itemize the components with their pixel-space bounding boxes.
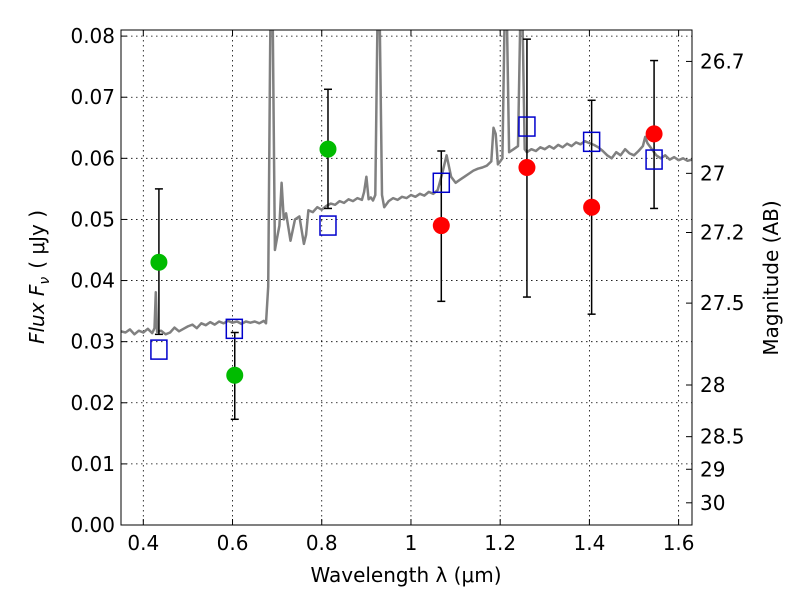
magnitude-tick-label: 27: [700, 161, 725, 185]
data-point-00bb00: [226, 366, 244, 384]
y-tick-label: 0.05: [70, 207, 115, 231]
model-photometry-square: [225, 318, 244, 340]
magnitude-tick-label: 28: [700, 373, 725, 397]
data-point-00bb00: [319, 140, 337, 158]
y-axis-label-unit: ( μJy ): [25, 210, 49, 269]
plot-frame: [120, 29, 693, 526]
magnitude-tick-label: 30: [700, 491, 725, 515]
magnitude-tick-label: 27.5: [700, 291, 745, 315]
marker-layer: [150, 116, 663, 384]
magnitude-axis-label: Magnitude (AB): [759, 200, 783, 355]
data-point-ff0000: [583, 198, 601, 216]
magnitude-tick-label: 26.7: [700, 49, 745, 73]
magnitude-tick-label: 29: [700, 457, 725, 481]
plot-background: [121, 30, 692, 525]
data-point-ff0000: [432, 217, 450, 235]
data-point-ff0000: [518, 159, 536, 176]
x-tick-label: 1.2: [484, 531, 516, 555]
model-photometry-square: [432, 172, 451, 194]
y-axis: 0.00 0.01 0.02 0.03 0.04 0.05 0.06 0.07 0.08: [70, 24, 127, 537]
y-axis-label-main: Flux F: [25, 284, 49, 344]
model-spectrum-line: [121, 30, 692, 336]
y-tick-label: 0.08: [70, 24, 115, 48]
y-tick-label: 0.02: [70, 391, 115, 415]
y-tick-label: 0.04: [70, 269, 115, 293]
x-tick-label: 1: [405, 531, 418, 555]
x-tick-label: 1.4: [573, 531, 605, 555]
magnitude-axis: 26.7 27 27.2 27.5 28 28.5 29 30: [686, 49, 745, 515]
magnitude-tick-label: 28.5: [700, 425, 745, 449]
x-tick-label: 0.8: [306, 531, 338, 555]
y-tick-label: 0.01: [70, 452, 115, 476]
y-axis-label-subscript: ν: [37, 277, 53, 285]
y-axis-label: Flux Fν ( μJy ): [25, 210, 53, 344]
model-photometry-square: [319, 215, 337, 236]
x-tick-label: 0.6: [217, 531, 249, 555]
x-axis-label: Wavelength λ (μm): [310, 563, 501, 587]
magnitude-tick-label: 27.2: [700, 221, 745, 245]
model-photometry-square: [150, 339, 168, 360]
y-tick-label: 0.06: [70, 146, 115, 170]
grid-lines: [121, 30, 692, 526]
x-axis: 0.4 0.6 0.8 1 1.2 1.4 1.6: [127, 30, 695, 555]
y-tick-label: 0.03: [70, 330, 115, 354]
y-tick-label: 0.00: [70, 513, 115, 537]
data-point-00bb00: [150, 253, 168, 271]
x-tick-label: 0.4: [127, 531, 159, 555]
model-photometry-square: [582, 131, 601, 153]
model-photometry-square: [645, 149, 663, 170]
data-point-ff0000: [645, 125, 663, 143]
x-tick-label: 1.6: [663, 531, 695, 555]
model-photometry-square: [518, 116, 536, 137]
y-tick-label: 0.07: [70, 85, 115, 109]
model-spectrum-layer: [121, 30, 692, 336]
